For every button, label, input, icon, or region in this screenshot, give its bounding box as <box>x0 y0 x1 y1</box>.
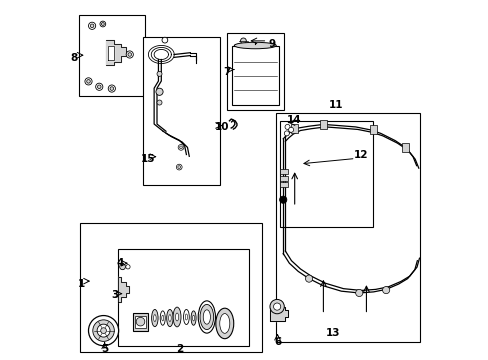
Polygon shape <box>118 277 129 302</box>
Circle shape <box>284 131 289 136</box>
Bar <box>280 182 287 187</box>
Circle shape <box>101 328 106 333</box>
Circle shape <box>176 164 182 170</box>
Ellipse shape <box>203 310 210 324</box>
Bar <box>135 316 145 328</box>
Text: 15: 15 <box>140 154 155 164</box>
Text: 5: 5 <box>101 343 108 354</box>
Circle shape <box>90 24 94 28</box>
Ellipse shape <box>160 311 165 325</box>
Circle shape <box>355 289 362 297</box>
Circle shape <box>125 265 130 269</box>
Circle shape <box>305 275 312 282</box>
Bar <box>231 45 278 105</box>
Circle shape <box>157 71 162 76</box>
Circle shape <box>178 166 180 168</box>
Text: 14: 14 <box>286 115 301 125</box>
Ellipse shape <box>198 301 215 333</box>
Bar <box>79 15 145 96</box>
Circle shape <box>136 318 144 326</box>
Ellipse shape <box>219 314 229 333</box>
Ellipse shape <box>183 310 189 324</box>
Bar <box>118 249 249 346</box>
Polygon shape <box>108 45 113 60</box>
Circle shape <box>88 316 119 346</box>
Text: 9: 9 <box>268 39 275 49</box>
Ellipse shape <box>200 305 213 329</box>
Ellipse shape <box>151 310 158 327</box>
Text: 13: 13 <box>325 328 340 338</box>
Ellipse shape <box>173 307 181 327</box>
Circle shape <box>120 264 125 270</box>
Text: 3: 3 <box>111 291 118 301</box>
Polygon shape <box>269 307 287 321</box>
Text: 1: 1 <box>77 279 84 289</box>
Text: 8: 8 <box>70 53 77 63</box>
Bar <box>402 143 408 152</box>
Circle shape <box>100 21 105 27</box>
Circle shape <box>285 125 289 130</box>
Circle shape <box>156 88 163 95</box>
Circle shape <box>240 38 246 44</box>
Circle shape <box>128 53 131 56</box>
Circle shape <box>288 127 293 132</box>
Ellipse shape <box>153 315 156 321</box>
Circle shape <box>93 320 114 341</box>
Ellipse shape <box>185 314 187 320</box>
Circle shape <box>85 78 92 85</box>
Circle shape <box>382 287 389 294</box>
Circle shape <box>86 80 90 83</box>
Text: 2: 2 <box>176 343 183 354</box>
Circle shape <box>108 85 115 92</box>
Circle shape <box>101 23 104 26</box>
Circle shape <box>96 83 102 90</box>
Bar <box>280 169 287 174</box>
Bar <box>227 33 284 110</box>
Ellipse shape <box>234 42 276 49</box>
Bar <box>276 113 419 342</box>
Text: 12: 12 <box>353 150 368 160</box>
Circle shape <box>97 324 110 337</box>
Ellipse shape <box>162 315 163 321</box>
Circle shape <box>126 51 133 58</box>
Bar <box>369 126 376 134</box>
Ellipse shape <box>191 311 196 325</box>
Circle shape <box>97 85 101 89</box>
Bar <box>290 124 298 133</box>
Ellipse shape <box>215 308 233 339</box>
Ellipse shape <box>175 313 178 321</box>
Circle shape <box>269 300 284 314</box>
Circle shape <box>162 37 167 43</box>
Circle shape <box>88 22 96 30</box>
Circle shape <box>279 196 286 203</box>
Bar <box>280 176 287 181</box>
Ellipse shape <box>192 315 194 321</box>
Bar <box>319 120 326 129</box>
Text: 10: 10 <box>215 122 229 132</box>
Bar <box>143 37 220 185</box>
Text: 11: 11 <box>328 100 343 111</box>
Polygon shape <box>106 40 126 65</box>
Ellipse shape <box>168 315 171 321</box>
Circle shape <box>178 144 183 150</box>
Circle shape <box>179 146 182 149</box>
Text: 6: 6 <box>274 337 281 347</box>
Text: 7: 7 <box>223 67 230 77</box>
Text: 4: 4 <box>116 258 123 268</box>
Bar <box>80 223 262 352</box>
Circle shape <box>110 87 113 90</box>
Bar <box>133 313 147 330</box>
Ellipse shape <box>166 310 173 327</box>
Circle shape <box>157 100 162 105</box>
Circle shape <box>273 303 280 310</box>
Bar <box>280 121 372 226</box>
